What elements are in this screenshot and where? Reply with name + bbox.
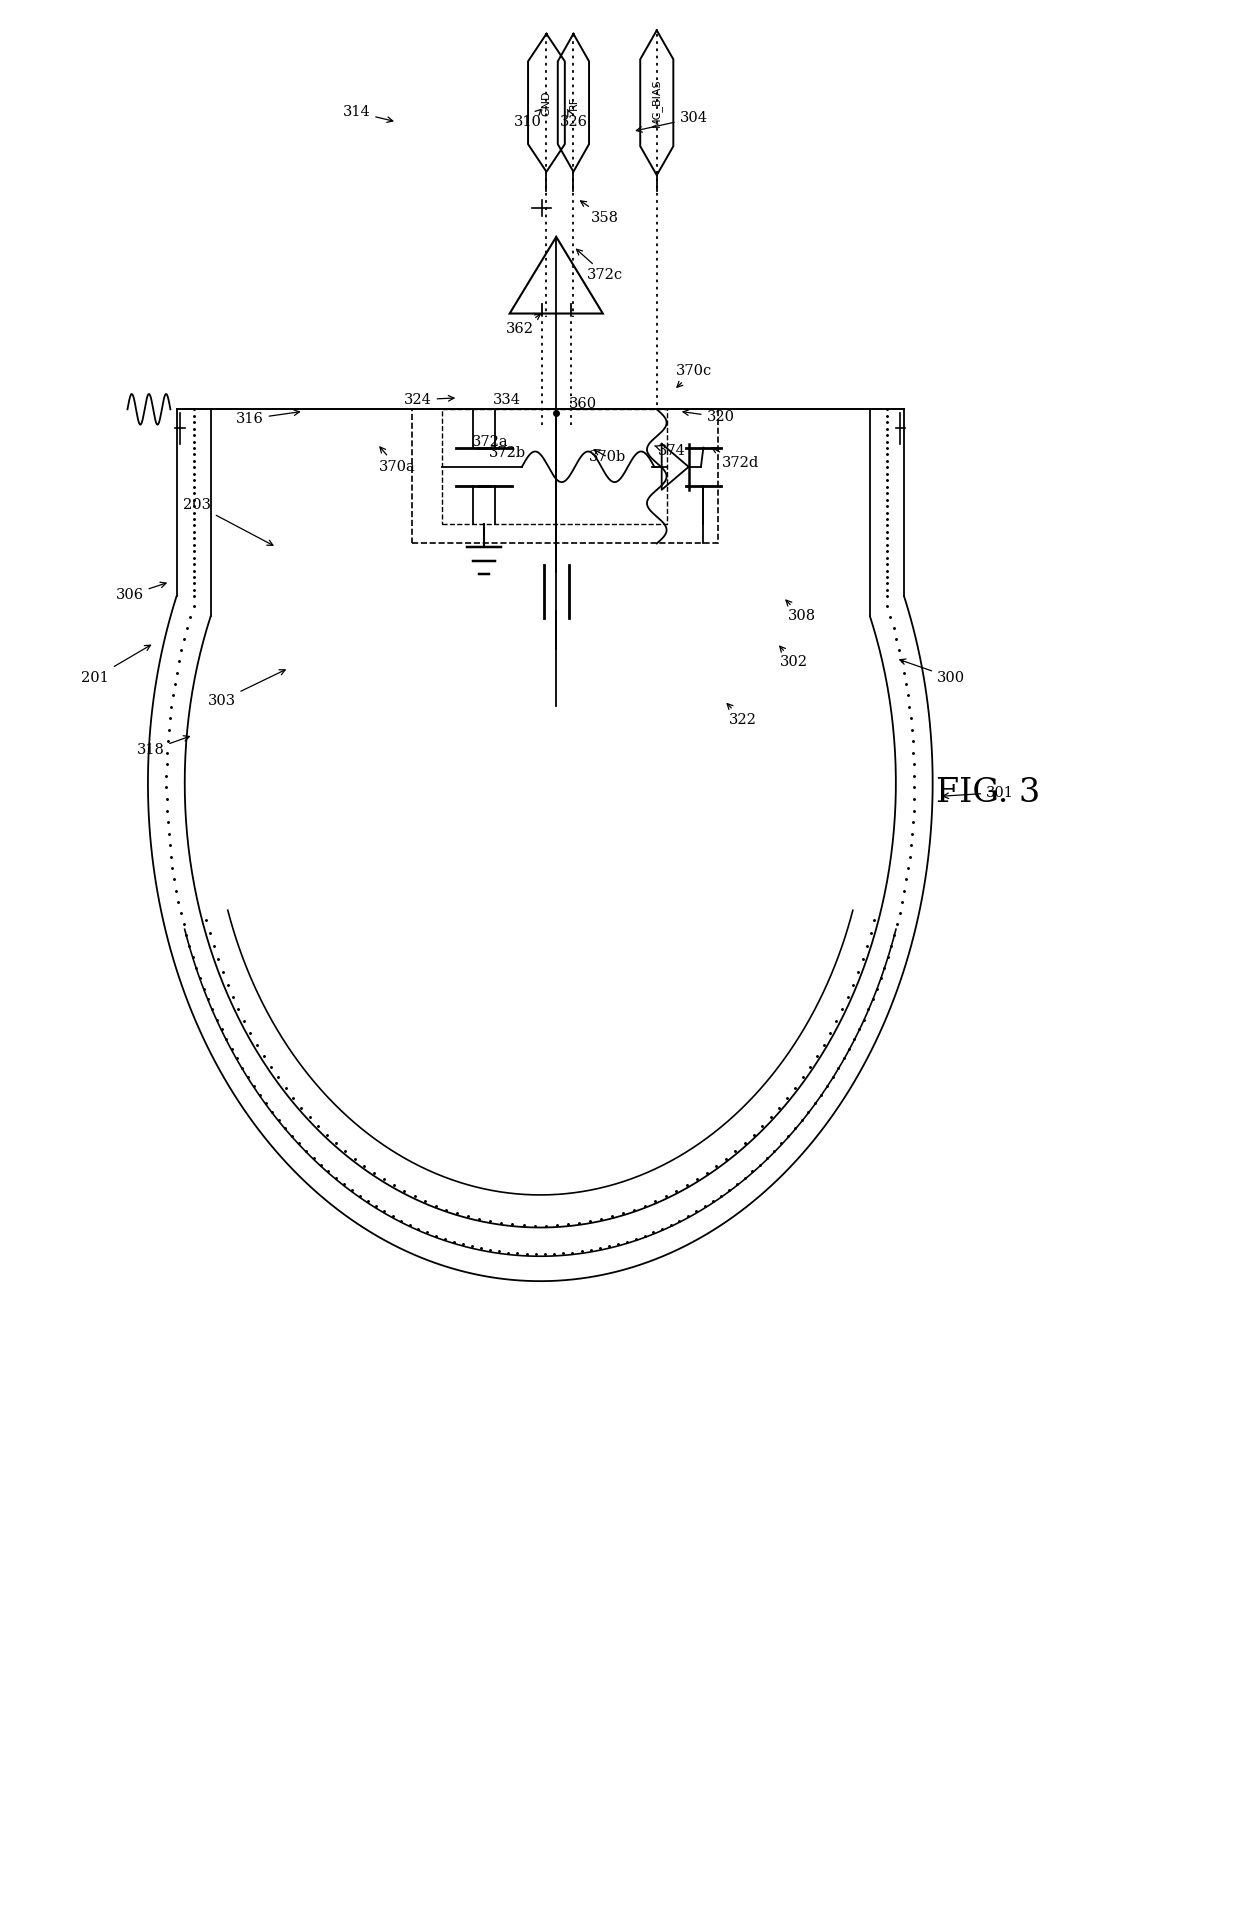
- Text: 370b: 370b: [589, 450, 626, 465]
- Text: 203: 203: [184, 498, 273, 546]
- Text: 302: 302: [780, 647, 808, 670]
- Text: 300: 300: [900, 658, 965, 685]
- Text: 303: 303: [207, 670, 285, 708]
- Text: 372a: 372a: [471, 434, 508, 450]
- Text: 304: 304: [636, 112, 708, 131]
- Text: 306: 306: [115, 583, 166, 602]
- Text: 326: 326: [559, 110, 588, 129]
- Text: 370a: 370a: [378, 448, 415, 473]
- Text: 324: 324: [404, 392, 454, 407]
- Text: 322: 322: [727, 704, 756, 728]
- Text: 360: 360: [569, 396, 598, 411]
- Text: 362: 362: [506, 315, 541, 336]
- Text: GND: GND: [542, 91, 552, 116]
- Text: FIG. 3: FIG. 3: [936, 776, 1040, 809]
- Text: 374: 374: [655, 444, 686, 459]
- Text: 372d: 372d: [712, 448, 759, 471]
- Text: 358: 358: [580, 201, 619, 224]
- Text: 372b: 372b: [489, 446, 526, 461]
- Text: MC_BIAS: MC_BIAS: [651, 79, 662, 127]
- Text: 308: 308: [786, 600, 816, 623]
- Text: 201: 201: [82, 645, 150, 685]
- Bar: [412, 409, 718, 544]
- Text: RF: RF: [568, 96, 578, 110]
- Text: 314: 314: [342, 106, 393, 122]
- Text: 310: 310: [515, 110, 542, 129]
- Text: 334: 334: [494, 392, 521, 407]
- Text: 301: 301: [942, 786, 1014, 799]
- Text: 372c: 372c: [577, 249, 624, 282]
- Text: 370c: 370c: [676, 365, 712, 388]
- Text: 320: 320: [683, 409, 734, 425]
- Text: 318: 318: [136, 735, 190, 757]
- Text: 316: 316: [236, 409, 300, 427]
- Bar: [443, 409, 667, 525]
